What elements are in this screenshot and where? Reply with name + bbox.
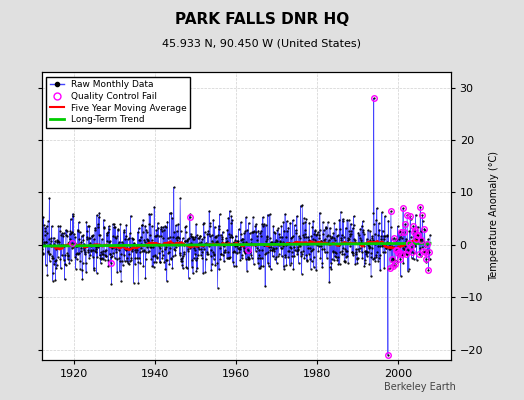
- Y-axis label: Temperature Anomaly (°C): Temperature Anomaly (°C): [489, 151, 499, 281]
- Text: Berkeley Earth: Berkeley Earth: [384, 382, 456, 392]
- Legend: Raw Monthly Data, Quality Control Fail, Five Year Moving Average, Long-Term Tren: Raw Monthly Data, Quality Control Fail, …: [47, 76, 190, 128]
- Text: PARK FALLS DNR HQ: PARK FALLS DNR HQ: [175, 12, 349, 27]
- Text: 45.933 N, 90.450 W (United States): 45.933 N, 90.450 W (United States): [162, 38, 362, 48]
